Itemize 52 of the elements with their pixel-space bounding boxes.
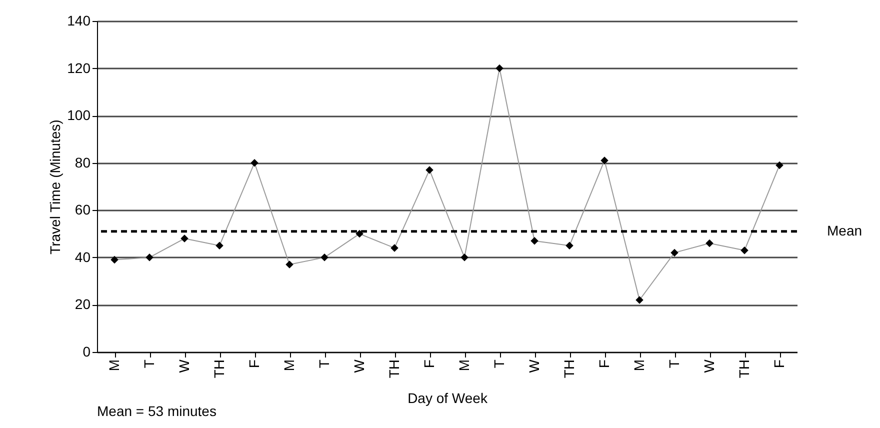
x-tick-label: T (666, 359, 682, 368)
x-tick-label: TH (736, 360, 752, 378)
point (636, 296, 644, 304)
x-tick-label: TH (386, 360, 402, 378)
y-tick-label: 40 (74, 248, 91, 265)
point (530, 237, 538, 245)
point (356, 230, 364, 238)
point (600, 156, 608, 164)
x-tick-label: T (316, 359, 332, 368)
point (460, 254, 468, 262)
point (216, 242, 224, 250)
point (706, 239, 714, 248)
point (776, 161, 784, 170)
x-tick-label: M (631, 360, 647, 372)
y-tick-label: 100 (67, 107, 91, 124)
x-tick-label: F (421, 360, 437, 368)
y-tick-label: 60 (74, 202, 91, 218)
point (146, 254, 154, 262)
point (250, 158, 258, 167)
x-tick-label: W (351, 358, 367, 373)
point (390, 244, 398, 252)
point (320, 254, 328, 262)
x-tick-label: W (526, 358, 542, 373)
y-tick-label: 80 (74, 154, 91, 170)
point (110, 256, 118, 264)
point (740, 246, 748, 254)
ref-line-label: Mean (827, 222, 862, 238)
point (566, 242, 574, 250)
x-tick-label: W (176, 358, 192, 373)
x-tick-label: W (701, 358, 717, 373)
x-tick-label: F (246, 360, 262, 368)
text: Mean = 53 minutes (97, 403, 216, 419)
x-axis-title: Day of Week (408, 390, 488, 406)
point (670, 248, 678, 257)
x-tick-label: TH (211, 360, 227, 378)
y-axis-title: Travel Time (Minutes) (47, 120, 64, 254)
point (286, 260, 294, 268)
x-tick-label: F (596, 360, 612, 368)
x-tick-label: M (456, 360, 472, 372)
y-tick-label: 0 (82, 344, 91, 360)
point (180, 234, 188, 242)
x-tick-label: T (491, 359, 507, 368)
x-tick-label: M (106, 360, 122, 372)
y-tick-label: 120 (67, 60, 91, 76)
y-tick-label: 20 (74, 296, 91, 312)
y-tick-label: 140 (67, 12, 91, 28)
x-tick-label: M (281, 360, 297, 372)
point (426, 166, 434, 174)
x-tick-label: T (141, 359, 157, 368)
x-tick-label: F (771, 360, 787, 368)
x-tick-label: TH (561, 360, 577, 378)
point (496, 64, 504, 72)
